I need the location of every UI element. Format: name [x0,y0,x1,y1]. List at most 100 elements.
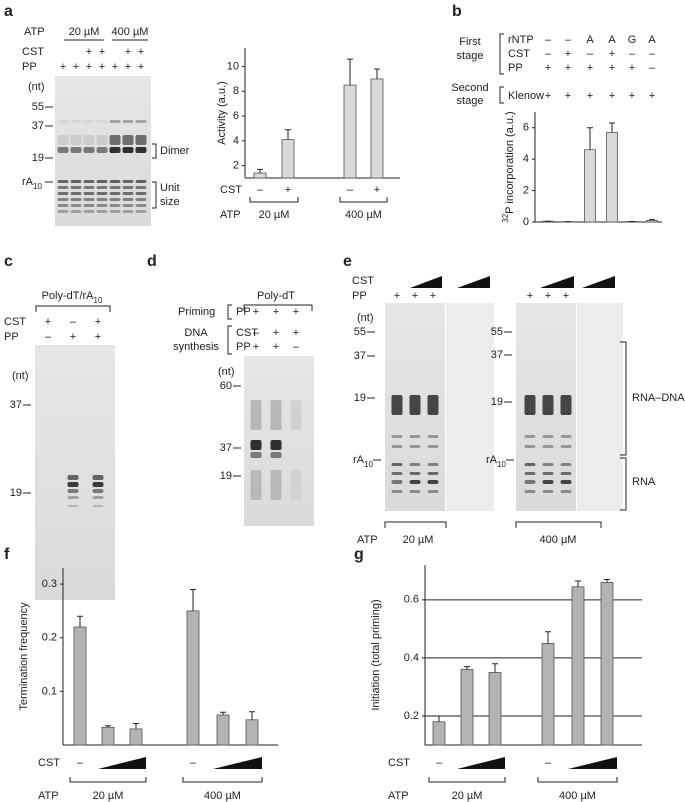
size-marker: 19 [32,152,44,164]
gel-band [67,496,79,499]
lane-mark: + [629,62,635,74]
lane-mark: – [253,327,260,339]
gel-band [109,204,121,207]
error-bar [105,725,111,728]
lane-mark: + [293,327,299,339]
unit-label: (nt) [357,312,374,324]
x-tick-label: – [190,757,197,769]
gel-band [83,135,95,145]
band-label: size [160,196,180,208]
lane-mark: + [565,62,571,74]
gel-band [409,472,421,475]
size-marker: 55 [491,326,503,338]
size-marker: 37 [491,349,503,361]
row-label: ATP [24,26,45,38]
gel-band [122,180,134,183]
gel-band [135,198,147,201]
bracket [243,304,313,311]
y-axis-label-text: Termination frequency [18,602,30,711]
lane-mark: + [629,90,635,102]
gel-band [109,192,121,195]
lane-mark: – [545,48,552,60]
lane-mark: – [649,62,656,74]
gel-band [250,452,262,458]
size-marker: rA10 [22,176,42,191]
gel-band [122,210,134,213]
gel-band [83,210,95,213]
size-marker: 55 [354,326,366,338]
gel-band [57,120,69,123]
gel-band [109,147,121,153]
gel-band [391,490,403,493]
gel-title: Poly-dT/rA10 [42,290,103,305]
wedge [213,757,262,769]
error-bar [545,631,551,644]
gel-band [122,186,134,189]
bracket [620,457,627,511]
row-label: CST [38,757,60,769]
gel-band [67,475,79,480]
gel-band [542,435,554,438]
lane-mark: + [565,90,571,102]
gel-band [542,490,554,493]
error-bar [77,615,83,627]
row-label: Priming [178,306,215,318]
bar [186,610,200,746]
size-marker: 55 [32,101,44,113]
row-label: CST [236,327,258,339]
y-axis-label-text: Activity (a.u.) [216,81,228,145]
bar [370,78,384,179]
error-bar [249,711,255,720]
error-bar [464,666,470,670]
y-tick-label: 0.1 [42,685,57,697]
lane-mark: + [587,62,593,74]
gel-band [542,463,554,466]
size-marker-main: rA [353,454,365,466]
bar [460,669,474,746]
gel-band [109,186,121,189]
bracket [384,521,447,528]
lane-mark: + [293,306,299,318]
y-tick-label: 2 [233,160,239,172]
gel-band [109,135,121,145]
y-axis-label: Termination frequency [18,602,30,711]
lane-mark: + [138,46,144,58]
bracket [227,325,232,355]
gel-band [560,445,572,448]
unit-label: (nt) [218,366,235,378]
size-marker-sub: 10 [497,460,506,469]
x-tick-label: – [545,757,552,769]
lane-mark: + [563,290,569,302]
lane-mark: – [629,48,636,60]
lane-mark: + [527,290,533,302]
gel-band [67,489,79,493]
gel-band [96,210,108,213]
gel-band [122,147,134,153]
bar [646,220,658,223]
error-bar [190,588,196,611]
lane-mark: + [95,316,101,328]
gel-band [290,470,302,500]
group-label: 20 µM [452,790,483,802]
size-marker: 19 [220,470,232,482]
gel-band [57,192,69,195]
x-tick-label: A [586,34,594,46]
gel-band [427,490,439,493]
row-label: PP [508,62,523,74]
gel-band [83,198,95,201]
lane-mark: + [430,290,436,302]
gel-band [70,192,82,195]
lane-mark: + [125,46,131,58]
gel-band [135,135,147,145]
gel-band [250,440,262,450]
wedge [457,757,505,769]
gel-band [524,463,536,466]
x-tick-label: + [285,184,291,196]
row-label: CST [22,46,44,58]
y-axis-label-sup: 32 [501,213,510,222]
gel-band [109,180,121,183]
gel-band [57,204,69,207]
gel-band [70,186,82,189]
atp-level: 400 µM [540,534,577,546]
y-tick-label: 0 [523,216,529,228]
